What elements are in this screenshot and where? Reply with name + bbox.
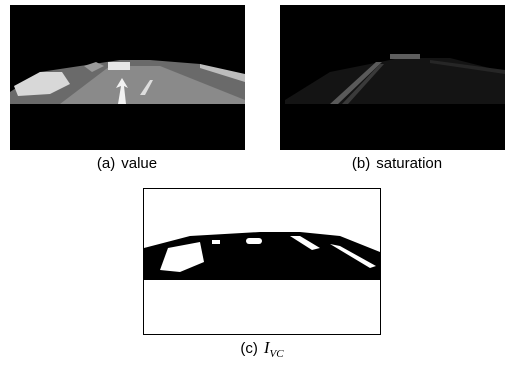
panel-label: (a) (97, 155, 115, 172)
caption-c: (c)IVC (240, 338, 284, 360)
panel-caption: saturation (376, 155, 442, 172)
panel-subscript: VC (270, 348, 285, 360)
panel-label: (c) (240, 340, 258, 357)
panel-caption: value (121, 155, 157, 172)
caption-b: (b) saturation (352, 155, 442, 172)
page: (a)value (b)saturation (c)IVC (() => { c… (0, 0, 508, 361)
saturation-image (280, 5, 505, 150)
value-image (10, 5, 245, 150)
caption-a: (a) value (97, 155, 157, 172)
panel-label: (b) (352, 155, 370, 172)
figure: (a) value (b) saturation (c)IVC (0, 0, 508, 361)
ivc-image (144, 189, 381, 335)
